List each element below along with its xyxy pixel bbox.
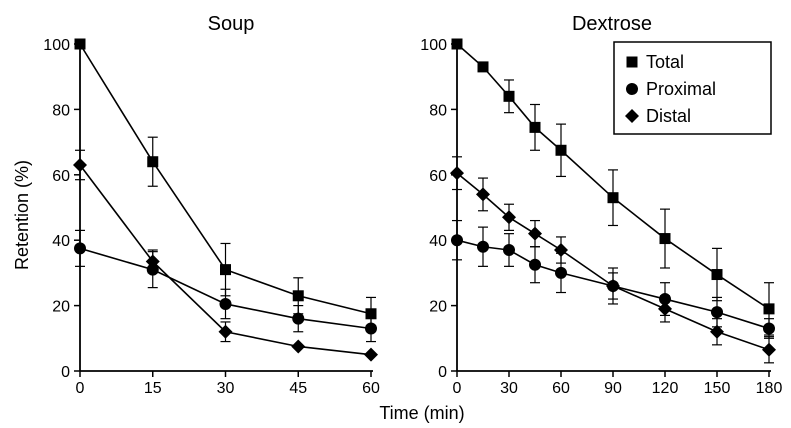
y-tick-label: 0	[61, 364, 70, 381]
panel-title: Dextrose	[572, 13, 652, 35]
y-tick-label: 100	[43, 37, 70, 54]
x-tick-label: 90	[604, 380, 622, 397]
series-distal	[73, 149, 378, 362]
data-point	[528, 226, 542, 241]
y-tick-label: 60	[429, 168, 447, 185]
legend: Total Proximal Distal	[613, 41, 772, 135]
data-point	[502, 210, 516, 225]
legend-marker	[625, 109, 639, 123]
data-point	[74, 242, 86, 255]
data-point	[450, 166, 464, 181]
legend-label: Distal	[646, 106, 691, 126]
data-point	[659, 233, 671, 245]
data-point	[503, 244, 515, 257]
data-point	[607, 192, 619, 204]
data-point	[145, 254, 160, 269]
data-point	[710, 324, 724, 339]
data-point	[763, 303, 775, 315]
series-distal	[450, 156, 776, 364]
data-point	[529, 121, 541, 133]
x-axis-title: Time (min)	[379, 403, 464, 423]
y-tick-label: 100	[420, 37, 447, 54]
legend-marker	[626, 83, 638, 95]
x-tick-label: 60	[552, 380, 570, 397]
data-point	[218, 324, 233, 339]
series-total	[74, 38, 377, 331]
data-point	[364, 347, 378, 362]
y-tick-label: 20	[52, 299, 70, 316]
data-point	[365, 308, 377, 320]
data-point	[555, 266, 567, 279]
legend-marker	[626, 56, 638, 68]
data-point	[476, 187, 490, 202]
x-tick-label: 60	[362, 380, 380, 397]
panel-soup: Soup 0 20 40 60 80 100 0 15 30 45 60	[43, 13, 380, 397]
data-point	[219, 297, 232, 310]
data-point	[451, 38, 463, 50]
data-point	[292, 312, 305, 325]
y-tick-label: 80	[429, 102, 447, 119]
y-tick-label: 40	[52, 233, 70, 250]
data-point	[292, 290, 304, 302]
y-axis-title: Retention (%)	[12, 160, 32, 270]
x-tick-label: 30	[500, 380, 518, 397]
data-point	[73, 157, 87, 172]
data-point	[555, 144, 567, 156]
panel-title: Soup	[208, 13, 255, 35]
y-tick-label: 40	[429, 233, 447, 250]
y-tick-label: 20	[429, 299, 447, 316]
data-point	[147, 156, 159, 168]
series-total	[451, 38, 775, 336]
data-point	[711, 306, 723, 319]
data-point	[477, 61, 489, 73]
x-tick-label: 0	[453, 380, 462, 397]
data-point	[762, 342, 776, 357]
data-point	[477, 240, 489, 253]
x-tick-label: 180	[756, 380, 783, 397]
data-point	[220, 264, 231, 276]
data-point	[503, 90, 515, 102]
x-tick-label: 30	[217, 380, 235, 397]
legend-label: Total	[646, 52, 684, 72]
y-tick-label: 80	[52, 102, 70, 119]
data-point	[365, 322, 377, 335]
y-tick-label: 60	[52, 168, 70, 185]
data-point	[529, 258, 541, 271]
x-tick-label: 120	[652, 380, 679, 397]
y-tick-label: 0	[438, 364, 447, 381]
x-tick-label: 150	[704, 380, 731, 397]
panel-dextrose: Dextrose 0 20 40 60 80 100 0 30 60 90 120 150 180	[420, 13, 782, 397]
data-point	[291, 339, 306, 354]
x-tick-label: 15	[144, 380, 162, 397]
data-point	[606, 278, 620, 293]
legend-label: Proximal	[646, 79, 716, 99]
data-point	[451, 234, 463, 247]
data-point	[74, 38, 86, 50]
x-tick-label: 0	[76, 380, 85, 397]
data-point	[554, 243, 568, 258]
data-point	[711, 269, 723, 281]
legend-box	[613, 41, 772, 135]
data-point	[658, 301, 672, 316]
x-tick-label: 45	[289, 380, 307, 397]
data-point	[763, 322, 775, 335]
